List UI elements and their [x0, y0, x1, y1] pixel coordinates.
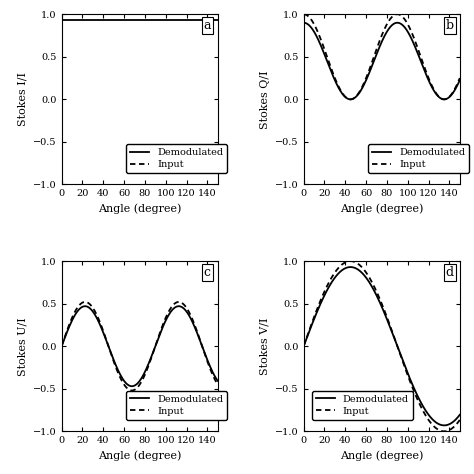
Demodulated: [393, 340, 399, 346]
Text: c: c: [204, 266, 211, 279]
X-axis label: Angle (degree): Angle (degree): [340, 451, 423, 461]
Input: [99, 325, 105, 330]
Input: [163, 11, 169, 17]
Demodulated: [130, 383, 136, 389]
Demodulated: [59, 343, 64, 349]
Line: Input: Input: [62, 302, 218, 391]
Y-axis label: Stokes U/I: Stokes U/I: [18, 317, 27, 375]
Demodulated: [99, 18, 105, 23]
Input: [129, 11, 135, 17]
Input: [328, 66, 334, 72]
Demodulated: [341, 266, 346, 272]
Demodulated: [301, 20, 307, 26]
Input: [348, 258, 354, 264]
Demodulated: [82, 303, 88, 309]
Demodulated: [301, 343, 307, 349]
Input: [59, 343, 64, 349]
Input: [87, 301, 92, 307]
Demodulated: [457, 412, 463, 418]
Input: [405, 22, 411, 27]
X-axis label: Angle (degree): Angle (degree): [98, 204, 182, 214]
Demodulated: [405, 372, 411, 377]
Input: [457, 75, 463, 81]
Y-axis label: Stokes Q/I: Stokes Q/I: [260, 70, 270, 128]
Line: Input: Input: [304, 261, 460, 431]
Demodulated: [341, 93, 346, 99]
Input: [393, 339, 399, 345]
Demodulated: [441, 97, 447, 102]
Demodulated: [215, 378, 220, 384]
Demodulated: [328, 280, 334, 286]
Input: [301, 11, 307, 17]
Input: [130, 388, 136, 393]
Demodulated: [419, 59, 424, 65]
Line: Demodulated: Demodulated: [62, 306, 218, 386]
Demodulated: [348, 264, 354, 270]
Legend: Demodulated, Input: Demodulated, Input: [368, 144, 469, 173]
Input: [151, 347, 157, 353]
Input: [372, 53, 377, 59]
Demodulated: [86, 18, 92, 23]
Demodulated: [419, 401, 424, 406]
Input: [372, 284, 377, 290]
Demodulated: [176, 18, 182, 23]
Text: a: a: [204, 19, 211, 32]
Input: [393, 12, 399, 18]
Demodulated: [393, 20, 399, 26]
Y-axis label: Stokes V/I: Stokes V/I: [260, 318, 270, 375]
Input: [177, 299, 182, 305]
Demodulated: [328, 69, 334, 74]
Text: d: d: [446, 266, 454, 279]
Demodulated: [87, 305, 92, 311]
Y-axis label: Stokes I/I: Stokes I/I: [18, 73, 27, 127]
Demodulated: [215, 18, 220, 23]
Demodulated: [405, 29, 411, 35]
Demodulated: [163, 18, 169, 23]
Legend: Demodulated, Input: Demodulated, Input: [126, 391, 227, 419]
Input: [328, 275, 334, 281]
Demodulated: [372, 289, 377, 294]
Input: [441, 97, 447, 102]
Input: [215, 382, 220, 387]
Input: [341, 260, 346, 266]
Input: [151, 11, 156, 17]
Demodulated: [372, 57, 377, 63]
Input: [129, 388, 135, 393]
Input: [99, 11, 105, 17]
Input: [82, 299, 88, 305]
Input: [301, 343, 307, 349]
Demodulated: [99, 327, 105, 332]
Line: Input: Input: [304, 14, 460, 100]
Demodulated: [129, 18, 135, 23]
Input: [176, 11, 182, 17]
Demodulated: [129, 383, 135, 389]
Demodulated: [457, 77, 463, 83]
Input: [86, 11, 92, 17]
Demodulated: [441, 422, 447, 428]
Input: [441, 428, 447, 434]
Line: Demodulated: Demodulated: [304, 267, 460, 425]
Input: [457, 417, 463, 423]
Line: Demodulated: Demodulated: [304, 23, 460, 100]
Input: [164, 313, 169, 319]
X-axis label: Angle (degree): Angle (degree): [98, 451, 182, 461]
Input: [59, 11, 64, 17]
Demodulated: [164, 316, 169, 322]
X-axis label: Angle (degree): Angle (degree): [340, 204, 423, 214]
Input: [419, 55, 424, 61]
Text: b: b: [446, 19, 454, 32]
Legend: Demodulated, Input: Demodulated, Input: [126, 144, 227, 173]
Demodulated: [151, 346, 157, 352]
Demodulated: [151, 18, 156, 23]
Demodulated: [177, 303, 182, 309]
Legend: Demodulated, Input: Demodulated, Input: [311, 391, 413, 419]
Input: [215, 11, 220, 17]
Input: [405, 374, 411, 379]
Demodulated: [59, 18, 64, 23]
Input: [341, 92, 346, 98]
Input: [419, 405, 424, 410]
